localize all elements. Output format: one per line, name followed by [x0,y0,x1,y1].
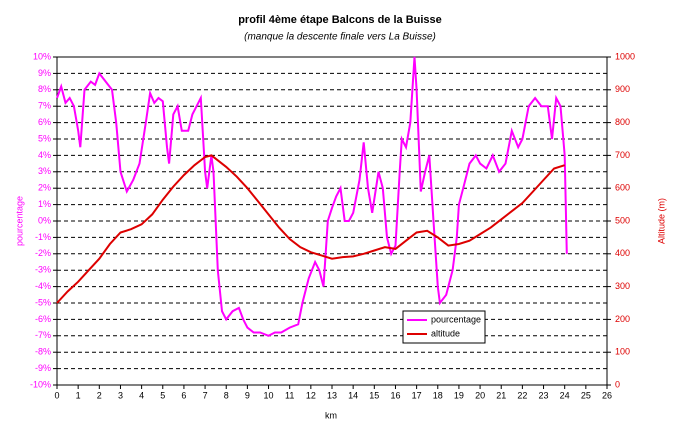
y2-tick-label: 100 [615,347,630,357]
x-tick-label: 10 [264,390,274,400]
x-tick-label: 6 [181,390,186,400]
x-tick-label: 20 [475,390,485,400]
y2-tick-label: 1000 [615,51,635,61]
y-tick-label: 9% [38,68,51,78]
x-tick-label: 12 [306,390,316,400]
x-tick-label: 8 [224,390,229,400]
y-tick-label: -10% [30,379,51,389]
series-line [56,56,568,337]
x-tick-label: 9 [245,390,250,400]
y2-tick-label: 600 [615,183,630,193]
x-tick-label: 19 [454,390,464,400]
x-tick-label: 15 [369,390,379,400]
y-tick-label: 4% [38,150,51,160]
x-tick-label: 1 [76,390,81,400]
y-tick-label: 10% [33,51,51,61]
y-tick-label: 8% [38,84,51,94]
x-tick-label: 0 [54,390,59,400]
y-tick-label: -7% [35,330,51,340]
x-tick-label: 18 [433,390,443,400]
x-tick-label: 16 [390,390,400,400]
x-axis-label: km [325,410,337,420]
y-tick-label: -1% [35,232,51,242]
x-tick-label: 21 [496,390,506,400]
y2-tick-label: 0 [615,379,620,389]
y2-tick-label: 400 [615,248,630,258]
y-tick-label: -5% [35,297,51,307]
x-tick-label: 4 [139,390,144,400]
x-tick-label: 24 [560,390,570,400]
y-tick-label: 6% [38,117,51,127]
legend-label: pourcentage [431,314,481,324]
y-tick-label: -8% [35,347,51,357]
y-tick-label: 2% [38,183,51,193]
x-tick-label: 23 [539,390,549,400]
y-axis-label: pourcentage [14,196,24,246]
chart-subtitle: (manque la descente finale vers La Buiss… [244,32,436,43]
x-tick-label: 22 [517,390,527,400]
y-tick-label: -2% [35,248,51,258]
x-tick-label: 7 [203,390,208,400]
x-tick-label: 17 [412,390,422,400]
chart-title: profil 4ème étape Balcons de la Buisse [238,14,442,26]
x-tick-label: 2 [97,390,102,400]
y2-tick-label: 700 [615,150,630,160]
x-tick-label: 14 [348,390,358,400]
x-tick-label: 3 [118,390,123,400]
y2-tick-label: 800 [615,117,630,127]
x-tick-label: 11 [285,390,294,400]
y2-tick-label: 500 [615,215,630,225]
x-tick-label: 25 [581,390,591,400]
y-tick-label: -6% [35,314,51,324]
x-tick-label: 5 [160,390,165,400]
y2-tick-label: 200 [615,314,630,324]
y2-axis-label: Altitude (m) [656,198,666,244]
y-tick-label: 1% [38,199,51,209]
y-tick-label: -4% [35,281,51,291]
y-tick-label: -9% [35,363,51,373]
y-tick-label: 3% [38,166,51,176]
y-tick-label: 5% [38,133,51,143]
legend-label: altitude [431,328,460,338]
x-tick-label: 13 [327,390,337,400]
plot-frame [56,56,608,386]
y2-tick-label: 900 [615,84,630,94]
y2-tick-label: 300 [615,281,630,291]
y-tick-label: -3% [35,265,51,275]
y-tick-label: 7% [38,101,51,111]
series-line [56,154,565,304]
x-tick-label: 26 [602,390,612,400]
y-tick-label: 0% [38,215,51,225]
legend [402,310,486,344]
